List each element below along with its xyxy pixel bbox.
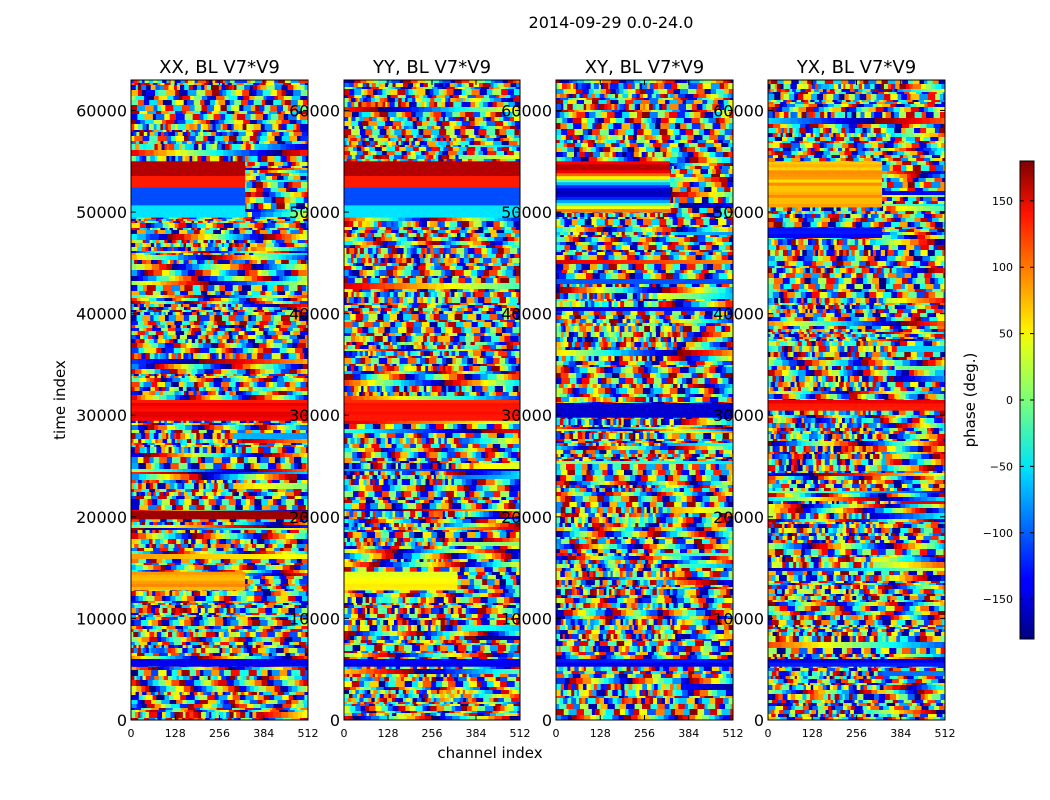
x-tick-label: 384	[253, 727, 274, 740]
colorbar-tick-label: −100	[983, 527, 1013, 540]
x-tick-label: 512	[298, 727, 319, 740]
colorbar: −150 −100 −50 0 50 100 150 phase (deg.)	[961, 160, 1035, 640]
panel-title: YX, BL V7*V9	[796, 57, 916, 78]
y-tick-label: 40000	[501, 305, 552, 324]
colorbar-tick-label: 150	[992, 195, 1013, 208]
colorbar-tick-label: 50	[999, 328, 1013, 341]
x-tick-label: 128	[590, 727, 611, 740]
panel-1: XX, BL V7*V9 0 128 256 384 512 0 10000 20000 3000…	[76, 57, 318, 740]
colorbar-label: phase (deg.)	[961, 353, 979, 448]
colorbar-tick-label: 100	[992, 261, 1013, 274]
x-tick-label: 128	[165, 727, 186, 740]
x-tick-label: 512	[723, 727, 744, 740]
panel-title: XY, BL V7*V9	[585, 57, 704, 78]
panel-4: YX, BL V7*V9 0 128 256 384 512 0 10000 20000 3000…	[713, 57, 955, 740]
x-tick-label: 128	[802, 727, 823, 740]
x-tick-label: 0	[341, 727, 348, 740]
x-tick-label: 0	[553, 727, 560, 740]
y-tick-label: 30000	[713, 406, 764, 425]
y-tick-label: 40000	[713, 305, 764, 324]
x-tick-label: 256	[634, 727, 655, 740]
y-tick-label: 60000	[76, 101, 127, 120]
x-axis-label: channel index	[437, 744, 542, 762]
y-tick-label: 50000	[76, 203, 127, 222]
x-tick-label: 384	[890, 727, 911, 740]
y-tick-label: 30000	[501, 406, 552, 425]
x-tick-label: 512	[510, 727, 531, 740]
y-tick-label: 20000	[289, 508, 340, 527]
colorbar-tick-label: −50	[990, 460, 1013, 473]
y-tick-label: 60000	[713, 101, 764, 120]
x-tick-label: 384	[466, 727, 487, 740]
panel-3: XY, BL V7*V9 0 128 256 384 512 0 10000 20000 3000…	[501, 57, 743, 740]
phase-heatmap	[131, 80, 308, 720]
colorbar-tick-label: 0	[1006, 394, 1013, 407]
y-tick-label: 40000	[289, 305, 340, 324]
x-tick-label: 256	[846, 727, 867, 740]
y-tick-label: 30000	[289, 406, 340, 425]
y-tick-label: 40000	[76, 305, 127, 324]
x-tick-label: 256	[422, 727, 443, 740]
y-tick-label: 60000	[289, 101, 340, 120]
x-tick-label: 0	[128, 727, 135, 740]
y-tick-label: 0	[754, 711, 764, 730]
x-tick-label: 512	[935, 727, 956, 740]
y-tick-label: 0	[330, 711, 340, 730]
figure-title: 2014-09-29 0.0-24.0	[529, 13, 694, 32]
phase-heatmap	[768, 80, 945, 720]
y-tick-label: 50000	[501, 203, 552, 222]
phase-heatmap	[556, 80, 733, 720]
phase-heatmap	[344, 80, 520, 720]
panel-title: XX, BL V7*V9	[159, 57, 280, 78]
y-tick-label: 0	[542, 711, 552, 730]
x-tick-label: 384	[678, 727, 699, 740]
y-tick-label: 10000	[713, 609, 764, 628]
x-tick-label: 128	[378, 727, 399, 740]
colorbar-tick-label: −150	[983, 593, 1013, 606]
y-tick-label: 0	[117, 711, 127, 730]
y-tick-label: 10000	[501, 609, 552, 628]
x-tick-label: 256	[209, 727, 230, 740]
y-tick-label: 10000	[76, 609, 127, 628]
x-tick-label: 0	[765, 727, 772, 740]
y-tick-label: 10000	[289, 609, 340, 628]
y-tick-label: 50000	[289, 203, 340, 222]
panel-title: YY, BL V7*V9	[372, 57, 491, 78]
y-tick-label: 50000	[713, 203, 764, 222]
y-tick-label: 20000	[713, 508, 764, 527]
y-tick-label: 30000	[76, 406, 127, 425]
y-tick-label: 20000	[501, 508, 552, 527]
panels: XX, BL V7*V9 0 128 256 384 512 0 10000 20000 3000…	[76, 57, 955, 740]
panel-2: YY, BL V7*V9 0 128 256 384 512 0 10000 20000 3000…	[289, 57, 530, 740]
y-tick-label: 20000	[76, 508, 127, 527]
y-axis-label: time index	[51, 360, 69, 440]
colorbar-ticks: −150 −100 −50 0 50 100 150	[983, 195, 1034, 606]
y-tick-label: 60000	[501, 101, 552, 120]
